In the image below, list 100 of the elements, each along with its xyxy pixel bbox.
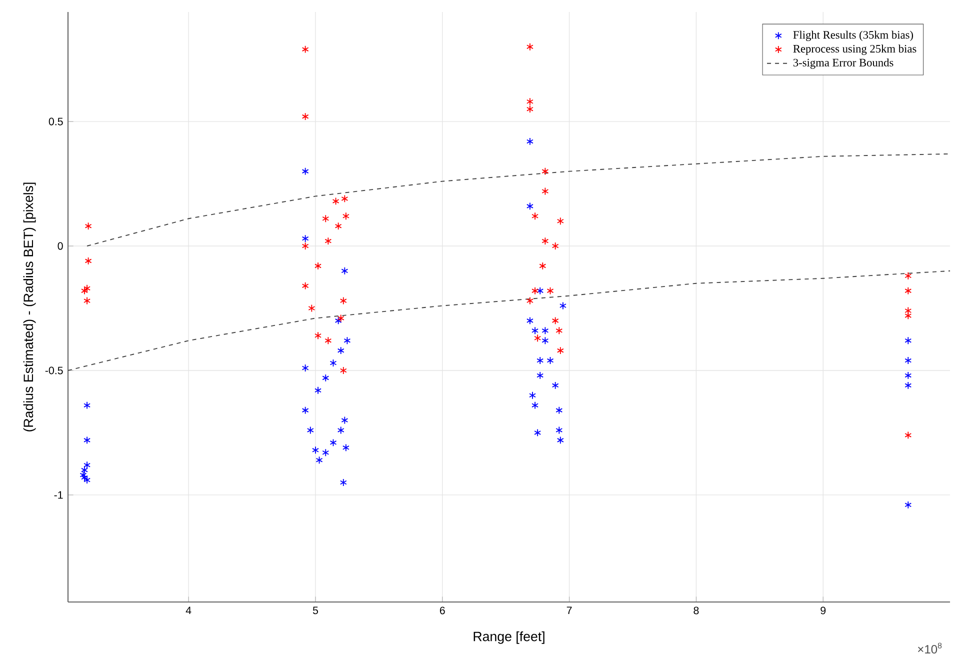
point [84,222,92,230]
point [532,326,538,335]
point [536,356,544,364]
point [340,296,347,305]
point [84,284,91,292]
y-tick-label: -1 [54,491,63,499]
point [542,167,549,176]
point [314,262,322,270]
point [532,212,538,220]
point [342,212,350,220]
point [526,202,534,210]
point [536,372,544,380]
point [526,296,534,305]
point [324,336,332,345]
point [904,312,912,320]
point [302,406,309,414]
point [526,98,534,106]
point [342,444,350,452]
line-series [86,153,950,246]
point [904,431,912,440]
y-axis-title: (Radius Estimated) - (Radius BET) [pixels] [23,182,36,432]
point [542,187,549,196]
x-tick-label: 7 [566,606,572,614]
point [330,438,337,447]
point [341,194,348,203]
point [556,406,563,414]
point [552,242,559,250]
point [84,461,91,470]
point [302,242,309,250]
point [302,234,309,242]
legend-label: Reprocess using 25km bias [793,44,916,55]
point [904,500,912,509]
point [84,296,91,305]
point [344,336,351,345]
point [340,478,347,486]
point [340,366,347,374]
point [302,167,309,176]
x-tick-label: 5 [312,606,318,614]
point [337,314,344,322]
point [546,286,554,295]
point [904,306,912,315]
point [904,356,912,364]
point [322,448,330,457]
point [302,112,309,120]
point [81,466,88,474]
point [904,272,912,280]
point [559,302,566,310]
point [552,381,559,390]
point [904,336,912,345]
point [529,391,536,400]
point [332,197,340,206]
point [542,336,549,345]
x-tick-label: 6 [440,606,445,614]
point [542,326,549,335]
text: ×10$^{8}$ [918,642,942,654]
point [341,416,348,424]
point [904,372,912,380]
point [526,105,534,114]
point [302,364,309,372]
point [546,356,554,364]
point [302,45,309,54]
point [556,217,564,226]
point [556,326,563,335]
point [81,474,88,482]
point [526,42,534,51]
point [534,334,542,342]
point [324,237,332,245]
x-tick-label: 9 [820,606,826,614]
point [314,332,322,340]
point [526,138,534,146]
point [534,428,542,437]
x-tick-label: 8 [694,606,699,614]
point [532,286,538,295]
y-tick-label: 0 [58,242,63,250]
point [536,286,544,295]
point [556,346,564,355]
point [84,436,91,444]
point [322,214,330,223]
y-tick-label: -0.5 [45,366,63,374]
point [539,262,546,270]
x-tick-label: 4 [186,606,192,614]
point [314,386,322,394]
point [306,426,314,434]
point [337,426,344,434]
point [334,222,342,230]
point [542,237,549,245]
point [312,446,319,454]
point [81,286,88,295]
point [302,282,309,290]
point [308,304,316,312]
y-tick-label: 0.5 [48,118,63,126]
legend-label: Flight Results (35km bias) [793,30,914,42]
point [341,266,348,275]
point [532,401,538,410]
point [337,346,344,355]
legend-label: 3-sigma Error Bounds [793,58,894,69]
point [904,381,912,390]
point [330,359,337,367]
point [334,316,342,325]
point [322,374,330,382]
